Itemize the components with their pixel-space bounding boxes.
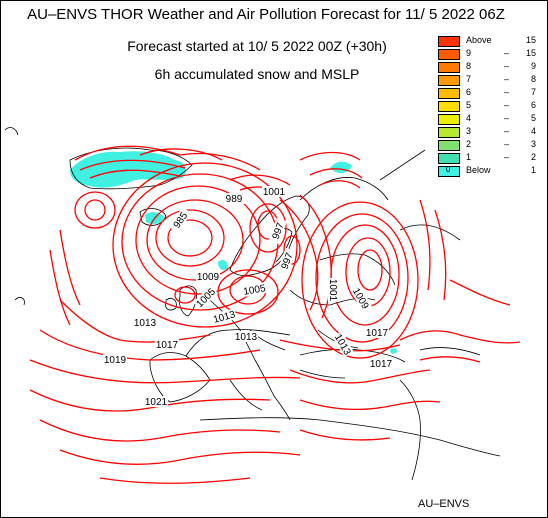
legend-low: 1 — [466, 152, 472, 162]
isobar-label: 1013 — [134, 318, 157, 329]
isobar-label: 1005 — [243, 283, 267, 298]
snow-area-caucasus — [390, 348, 397, 354]
isobar-label-bg — [369, 358, 393, 369]
legend-dash: – — [504, 87, 510, 97]
legend-row: 6 – 7 — [438, 87, 546, 100]
legend-row: 3 – 4 — [438, 126, 546, 139]
legend-dash: – — [504, 48, 510, 58]
legend-low: 7 — [466, 74, 472, 84]
legend-low: 8 — [466, 61, 472, 71]
isobar-label: 1001 — [327, 279, 338, 302]
legend-row: 0 Below 1 — [438, 165, 546, 178]
legend-low: 5 — [466, 100, 472, 110]
legend-dash: – — [504, 152, 510, 162]
snow-area-greenland — [70, 151, 186, 188]
isobar-label-bg — [193, 285, 218, 310]
legend-dash: – — [504, 61, 510, 71]
isobar-label-bg — [350, 285, 372, 312]
legend-row: Above 15 — [438, 35, 546, 48]
isobar-label: 1009 — [197, 272, 220, 283]
legend-dash: – — [504, 74, 510, 84]
isobar-label-bg — [328, 278, 339, 302]
legend-swatch — [438, 88, 460, 99]
legend-swatch — [438, 49, 460, 60]
legend-low: Above — [466, 35, 492, 45]
legend-high: 5 — [530, 113, 536, 123]
legend-dash: – — [504, 139, 510, 149]
isobar-label-bg — [196, 271, 220, 282]
isobar-label-bg — [234, 331, 258, 342]
isobar-label-bg — [277, 247, 296, 274]
legend-swatch — [438, 114, 460, 125]
isobar-label: 1019 — [104, 355, 127, 366]
legend-high: 3 — [530, 139, 536, 149]
snow-area-norway — [218, 260, 228, 270]
legend-swatch — [438, 101, 460, 112]
isobar-label-bg — [241, 282, 268, 298]
legend-swatch — [438, 127, 460, 138]
isobar-label: 1001 — [263, 187, 286, 198]
isobar-label-bg — [211, 308, 238, 326]
isobar-label-bg — [332, 331, 354, 358]
isobar-label-bg — [144, 396, 168, 407]
forecast-start: Forecast started at 10/ 5 2022 00Z (+30h… — [127, 38, 387, 54]
legend-low: 2 — [466, 139, 472, 149]
legend-high: 9 — [530, 61, 536, 71]
legend-dash: – — [504, 126, 510, 136]
legend-low: Below — [466, 165, 491, 175]
legend-row: 8 – 9 — [438, 61, 546, 74]
credit-label: AU–ENVS — [418, 498, 470, 510]
legend-high: 2 — [530, 152, 536, 162]
parameter-label: 6h accumulated snow and MSLP — [154, 66, 360, 82]
legend-low: 3 — [466, 126, 472, 136]
isobar-label-bg — [103, 354, 127, 365]
legend-high: 4 — [530, 126, 536, 136]
legend-row: 4 – 5 — [438, 113, 546, 126]
isobar-label: 1013 — [235, 332, 258, 343]
legend-swatch — [438, 140, 460, 151]
legend-row: 2 – 3 — [438, 139, 546, 152]
isobar-label: 1021 — [145, 397, 168, 408]
isobar-label: 1005 — [194, 286, 218, 310]
isobar-label: 989 — [226, 194, 243, 205]
legend-swatch — [438, 153, 460, 164]
isobar-label-bg — [155, 339, 179, 350]
legend-row: 9 – 15 — [438, 48, 546, 61]
legend-low: 6 — [466, 87, 472, 97]
legend-swatch: 0 — [438, 165, 460, 177]
isobar-label: 1017 — [366, 328, 389, 339]
isobar-label: 1017 — [156, 340, 179, 351]
legend-high: 8 — [530, 74, 536, 84]
legend-dash: – — [504, 113, 510, 123]
legend-high: 6 — [530, 100, 536, 110]
legend-row: 5 – 6 — [438, 100, 546, 113]
legend-high: 1 — [530, 165, 536, 175]
isobar-label-bg — [262, 186, 286, 197]
legend-swatch — [438, 62, 460, 73]
legend-swatch-mark: 0 — [446, 165, 451, 174]
map-title: AU–ENVS THOR Weather and Air Pollution F… — [27, 6, 505, 23]
legend-row: 7 – 8 — [438, 74, 546, 87]
isobar-label: 1017 — [370, 359, 393, 370]
legend-swatch — [438, 75, 460, 86]
legend-high: 15 — [525, 35, 536, 45]
legend-dash: – — [504, 100, 510, 110]
legend-high: 7 — [530, 87, 536, 97]
legend-swatch — [438, 36, 460, 47]
isobar-label-bg — [222, 193, 246, 204]
isobar-label-bg — [133, 317, 157, 328]
isobar-label-bg — [365, 327, 389, 338]
legend-row: 1 – 2 — [438, 152, 546, 165]
legend-low: 4 — [466, 113, 472, 123]
isobar-label-bg — [268, 217, 287, 244]
legend-low: 9 — [466, 48, 472, 58]
isobar-label-bg — [168, 207, 192, 233]
legend-high: 15 — [525, 48, 536, 58]
